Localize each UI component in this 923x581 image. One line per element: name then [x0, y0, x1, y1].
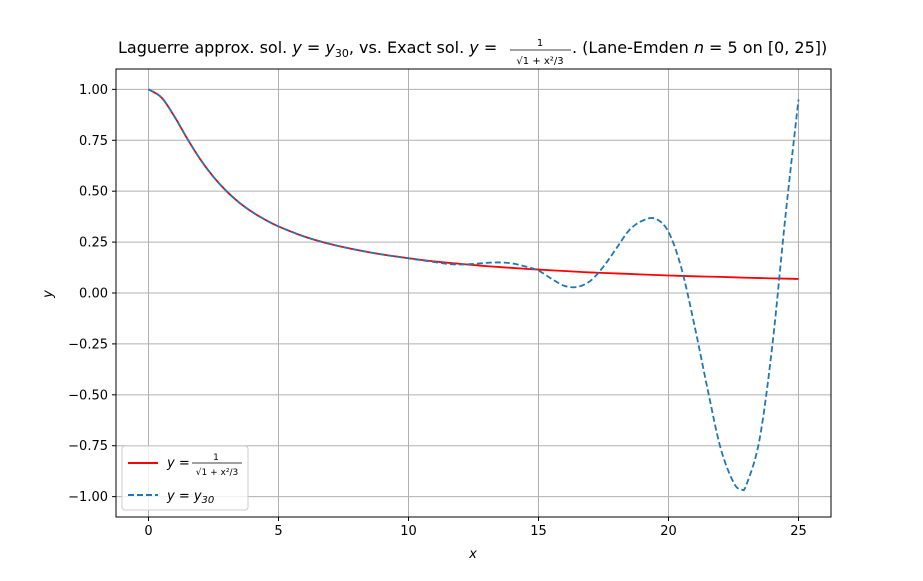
x-tick-label: 5: [274, 524, 282, 539]
title-fraction-denominator: √1 + x²/3: [516, 56, 563, 67]
y-tick-label: 0.25: [79, 236, 108, 251]
legend-label-approx: y = y30: [166, 489, 214, 506]
x-tick-label: 10: [400, 524, 417, 539]
x-tick-label: 20: [660, 524, 677, 539]
x-tick-label: 0: [144, 524, 152, 539]
series-layer: [148, 88, 800, 492]
series-line-approx: [148, 88, 800, 492]
chart-title: Laguerre approx. sol. y = y30, vs. Exact…: [118, 38, 827, 67]
y-axis-label: y: [41, 290, 56, 299]
y-tick-label: 1.00: [79, 83, 108, 98]
legend-exact-denominator: √1 + x²/3: [196, 467, 238, 478]
y-tick-label: −0.50: [68, 388, 108, 403]
legend-exact-numerator: 1: [213, 453, 219, 463]
grid: [116, 69, 831, 517]
svg-text:. (Lane-Emden n = 5 on [0, 25]: . (Lane-Emden n = 5 on [0, 25]): [572, 38, 827, 57]
plot-frame: [115, 68, 832, 518]
y-tick-label: −0.25: [68, 337, 108, 352]
x-tick-label: 15: [530, 524, 547, 539]
svg-text:Laguerre approx. sol. y = y30,: Laguerre approx. sol. y = y30, vs. Exact…: [118, 38, 497, 60]
y-tick-label: −1.00: [68, 490, 108, 505]
legend: y = 1 √1 + x²/3 y = y30: [121, 445, 249, 511]
x-tick-label: 25: [790, 524, 807, 539]
y-tick-label: 0.00: [79, 287, 108, 302]
ticks: 0 5 10 15 20 25 1.00 0.75 0.50 0.25 0.00 −0.25 −0.50…: [68, 83, 807, 539]
x-axis-label: x: [468, 547, 477, 562]
y-tick-label: −0.75: [68, 439, 108, 454]
y-tick-label: 0.75: [79, 134, 108, 149]
y-tick-label: 0.50: [79, 185, 108, 200]
title-fraction-numerator: 1: [537, 38, 543, 49]
legend-label-exact: y =: [166, 456, 190, 471]
